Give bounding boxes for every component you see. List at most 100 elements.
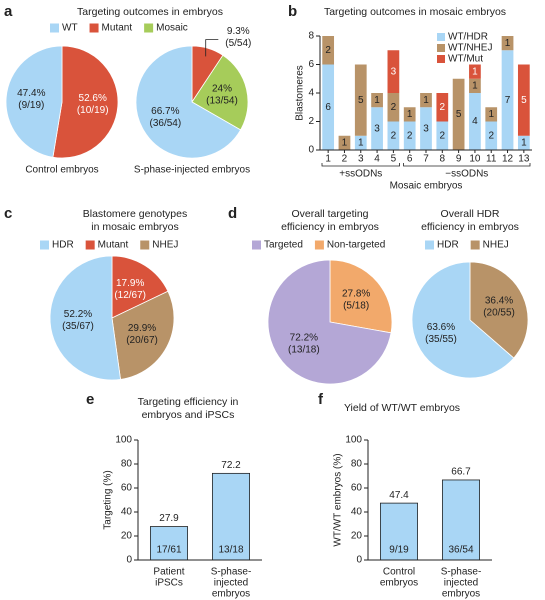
slice-fraction-label: (35/55) — [425, 334, 457, 345]
bar-segment — [354, 135, 367, 150]
segment-label: 3 — [423, 123, 429, 134]
pie-slice — [411, 261, 515, 379]
pie-caption: S-phase-injected embryos — [134, 165, 250, 176]
bar-segment — [371, 93, 383, 108]
slice-value-label: 47.4% — [17, 88, 45, 99]
bar-segment — [322, 36, 335, 65]
x-tick-label: 7 — [423, 154, 429, 165]
slice-value-label: 52.6% — [79, 93, 107, 104]
panel-letter: c — [4, 205, 12, 222]
slice-value-label: 27.8% — [342, 289, 370, 300]
bar-segment — [469, 64, 481, 79]
bar-value-label: 27.9 — [159, 513, 179, 524]
x-tick-label: Patient — [153, 567, 184, 578]
x-tick-label: injected — [444, 578, 478, 589]
y-tick-label: 0 — [308, 145, 314, 156]
segment-label: 7 — [505, 95, 511, 106]
y-axis-label: Blastomeres — [295, 65, 306, 121]
legend-swatch — [470, 240, 480, 250]
x-tick-label: 2 — [342, 154, 348, 165]
segment-label: 1 — [488, 109, 494, 120]
pie-slice — [49, 255, 121, 381]
x-tick-label: embryos — [442, 589, 480, 600]
group-label: +ssODNs — [339, 169, 382, 180]
bar-segment — [485, 121, 498, 150]
segment-label: 1 — [521, 138, 527, 149]
x-tick-label: 1 — [325, 154, 331, 165]
legend-swatch — [437, 33, 445, 41]
legend-swatch — [85, 240, 95, 250]
legend-swatch — [252, 240, 261, 250]
slice-value-label: 63.6% — [427, 322, 455, 333]
panel-letter: d — [228, 205, 237, 222]
segment-label: 1 — [342, 138, 348, 149]
pie-slice — [111, 290, 175, 380]
slice-fraction-label: (36/54) — [149, 118, 181, 129]
x-tick-label: embryos — [380, 578, 418, 589]
bar-segment — [517, 135, 530, 150]
legend-label: HDR — [52, 240, 74, 251]
segment-label: 2 — [440, 102, 446, 113]
legend-label: HDR — [437, 240, 459, 251]
x-tick-label: 12 — [502, 154, 514, 165]
y-axis-label: Targeting (%) — [103, 470, 114, 529]
y-tick-label: 40 — [351, 507, 363, 518]
legend-swatch — [425, 240, 434, 250]
chart-title: Overall targeting — [291, 208, 368, 220]
y-tick-label: 20 — [121, 531, 133, 542]
segment-label: 4 — [472, 116, 478, 127]
slice-fraction-label: (5/18) — [343, 301, 369, 312]
pie-slice — [329, 259, 393, 334]
chart-title: in mosaic embryos — [91, 221, 179, 233]
pie-caption: Control embryos — [25, 165, 98, 176]
bar — [149, 526, 188, 561]
slice-fraction-label: (5/54) — [225, 38, 251, 49]
y-tick-label: 0 — [356, 555, 362, 566]
chart-title: efficiency in embryos — [281, 221, 379, 233]
chart-title: embryos and iPSCs — [142, 409, 235, 421]
y-tick-label: 80 — [121, 459, 133, 470]
chart-title: Blastomere genotypes — [83, 208, 187, 220]
bar-segment — [469, 93, 481, 150]
x-tick-label: 5 — [391, 154, 397, 165]
segment-label: 2 — [488, 130, 494, 141]
bar-inner-label: 36/54 — [448, 545, 473, 556]
x-tick-label: embryos — [212, 589, 250, 600]
slice-fraction-label: (13/18) — [288, 345, 320, 356]
x-tick-label: 4 — [374, 154, 380, 165]
bar-segment — [485, 107, 498, 122]
bar-value-label: 66.7 — [451, 467, 471, 478]
bar-segment — [387, 93, 400, 122]
y-tick-label: 60 — [121, 483, 133, 494]
segment-label: 2 — [325, 45, 331, 56]
segment-label: 2 — [391, 102, 397, 113]
x-tick-label: 8 — [440, 154, 446, 165]
y-axis-label: WT/WT embryos (%) — [333, 453, 344, 546]
x-axis-label: Mosaic embryos — [390, 181, 463, 192]
legend-label: WT/HDR — [448, 32, 488, 43]
bar-segment — [354, 64, 367, 136]
legend-label: WT/NHEJ — [448, 43, 492, 54]
x-tick-label: 6 — [407, 154, 413, 165]
legend-label: NHEJ — [152, 240, 178, 251]
legend-label: WT — [62, 23, 78, 34]
panel-letter: a — [4, 3, 13, 20]
segment-label: 1 — [472, 81, 478, 92]
segment-label: 2 — [407, 130, 413, 141]
chart-title: Yield of WT/WT embryos — [344, 402, 460, 414]
x-tick-label: 9 — [456, 154, 462, 165]
slice-fraction-label: (20/55) — [483, 307, 515, 318]
slice-fraction-label: (9/19) — [18, 100, 44, 111]
y-tick-label: 0 — [126, 555, 132, 566]
segment-label: 5 — [358, 95, 364, 106]
segment-label: 1 — [407, 109, 413, 120]
x-tick-label: iPSCs — [155, 578, 183, 589]
segment-label: 5 — [521, 95, 527, 106]
bar-inner-label: 17/61 — [156, 545, 181, 556]
y-tick-label: 6 — [308, 59, 314, 70]
x-tick-label: Control — [383, 567, 415, 578]
y-tick-label: 80 — [351, 459, 363, 470]
chart-title: Targeting efficiency in — [138, 396, 239, 408]
chart-title: Targeting outcomes in mosaic embryos — [324, 6, 506, 18]
bar-segment — [501, 50, 514, 150]
